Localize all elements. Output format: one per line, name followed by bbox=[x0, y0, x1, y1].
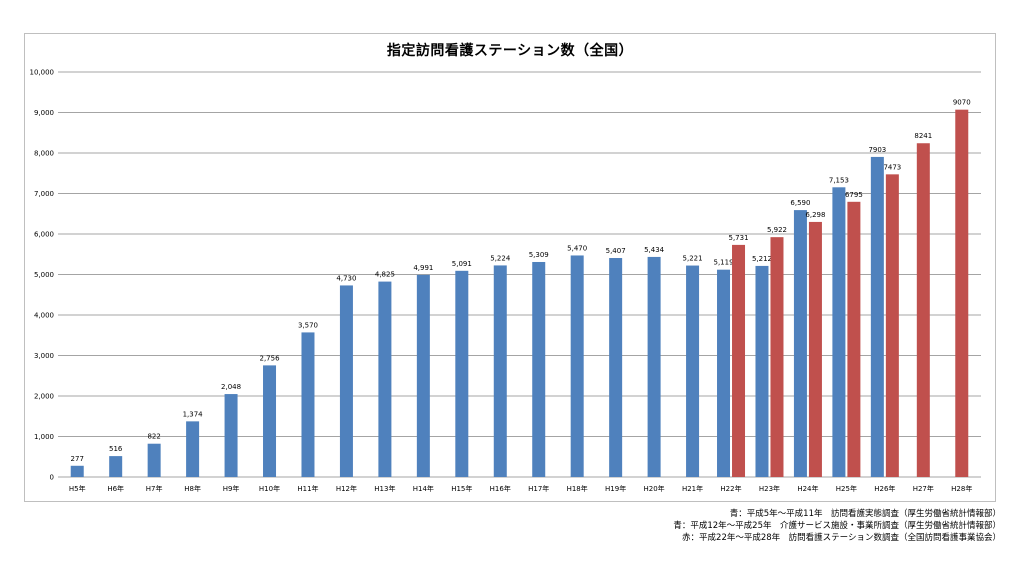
x-tick-label: H19年 bbox=[605, 484, 626, 493]
x-tick-label: H8年 bbox=[184, 484, 201, 493]
x-tick-label: H5年 bbox=[69, 484, 86, 493]
x-tick-label: H28年 bbox=[951, 484, 972, 493]
y-tick-label: 3,000 bbox=[34, 352, 54, 360]
data-label: 5,922 bbox=[767, 226, 787, 234]
data-label: 6795 bbox=[845, 191, 863, 199]
x-tick-label: H20年 bbox=[644, 484, 665, 493]
bar bbox=[532, 261, 546, 477]
bar bbox=[717, 269, 731, 477]
bar bbox=[885, 174, 899, 477]
data-label: 5,221 bbox=[683, 255, 703, 263]
bar bbox=[570, 255, 584, 477]
bar bbox=[455, 270, 469, 477]
x-tick-label: H25年 bbox=[836, 484, 857, 493]
bar bbox=[732, 244, 746, 477]
bar bbox=[378, 281, 392, 477]
bar bbox=[686, 265, 700, 477]
bar bbox=[147, 443, 161, 477]
x-tick-label: H6年 bbox=[107, 484, 124, 493]
bar bbox=[755, 265, 769, 477]
source-note-1: 青：平成5年～平成11年 訪問看護実態調査（厚生労働省統計情報部） bbox=[729, 509, 1001, 519]
y-tick-label: 0 bbox=[50, 474, 54, 482]
data-label: 5,119 bbox=[713, 259, 733, 267]
data-label: 6,590 bbox=[790, 199, 810, 207]
data-label: 3,570 bbox=[298, 321, 318, 329]
data-label: 2,048 bbox=[221, 383, 241, 391]
y-tick-label: 9,000 bbox=[34, 109, 54, 117]
data-label: 5,091 bbox=[452, 260, 472, 268]
x-tick-label: H22年 bbox=[720, 484, 741, 493]
data-label: 4,730 bbox=[336, 274, 356, 282]
bar bbox=[263, 365, 277, 477]
bar bbox=[916, 143, 930, 477]
source-note-2: 青：平成12年～平成25年 介護サービス施設・事業所調査（厚生労働省統計情報部） bbox=[673, 521, 1001, 531]
x-tick-label: H10年 bbox=[259, 484, 280, 493]
x-tick-label: H13年 bbox=[374, 484, 395, 493]
data-label: 4,991 bbox=[413, 264, 433, 272]
bar bbox=[870, 156, 884, 477]
data-label: 277 bbox=[71, 455, 84, 463]
x-tick-label: H27年 bbox=[913, 484, 934, 493]
data-label: 7473 bbox=[883, 163, 901, 171]
data-label: 516 bbox=[109, 445, 123, 453]
source-note-3: 赤：平成22年～平成28年 訪問看護ステーション数調査（全国訪問看護事業協会） bbox=[682, 533, 1001, 543]
bar bbox=[832, 187, 846, 477]
chart-title: 指定訪問看護ステーション数（全国） bbox=[386, 43, 634, 59]
data-label: 2,756 bbox=[259, 354, 280, 362]
bar bbox=[609, 258, 623, 477]
x-tick-label: H18年 bbox=[567, 484, 588, 493]
x-tick-label: H21年 bbox=[682, 484, 703, 493]
bar bbox=[770, 237, 784, 477]
data-label: 822 bbox=[147, 433, 160, 441]
data-label: 8241 bbox=[914, 132, 932, 140]
data-label: 7,153 bbox=[829, 176, 849, 184]
x-tick-label: H12年 bbox=[336, 484, 357, 493]
x-tick-label: H15年 bbox=[451, 484, 472, 493]
data-label: 5,212 bbox=[752, 255, 772, 263]
x-tick-label: H17年 bbox=[528, 484, 549, 493]
x-tick-label: H16年 bbox=[490, 484, 511, 493]
data-label: 5,470 bbox=[567, 244, 587, 252]
x-tick-label: H9年 bbox=[223, 484, 240, 493]
data-label: 5,731 bbox=[728, 234, 748, 242]
data-label: 9070 bbox=[953, 99, 971, 107]
bar bbox=[793, 210, 807, 478]
bar bbox=[955, 109, 969, 477]
y-tick-label: 6,000 bbox=[34, 231, 54, 239]
data-label: 5,309 bbox=[529, 251, 549, 259]
data-label: 5,434 bbox=[644, 246, 665, 254]
y-tick-label: 2,000 bbox=[34, 393, 54, 401]
y-tick-label: 4,000 bbox=[34, 312, 54, 320]
x-tick-label: H14年 bbox=[413, 484, 434, 493]
data-label: 5,407 bbox=[606, 247, 626, 255]
x-tick-label: H23年 bbox=[759, 484, 780, 493]
y-tick-label: 5,000 bbox=[34, 271, 54, 279]
bar bbox=[339, 285, 353, 477]
data-label: 7903 bbox=[868, 146, 886, 154]
bar bbox=[186, 421, 200, 477]
x-tick-label: H26年 bbox=[874, 484, 895, 493]
data-label: 1,374 bbox=[183, 410, 204, 418]
bar bbox=[808, 221, 822, 477]
bar bbox=[416, 274, 430, 477]
bar bbox=[70, 465, 84, 477]
data-label: 4,825 bbox=[375, 271, 395, 279]
x-tick-label: H7年 bbox=[146, 484, 163, 493]
bar bbox=[301, 332, 315, 477]
bar bbox=[647, 256, 661, 477]
bar bbox=[493, 265, 507, 477]
y-tick-label: 10,000 bbox=[30, 69, 55, 77]
y-tick-label: 8,000 bbox=[34, 150, 54, 158]
data-source-notes: 青：平成5年～平成11年 訪問看護実態調査（厚生労働省統計情報部） 青：平成12… bbox=[673, 508, 1001, 544]
bar bbox=[847, 201, 861, 478]
x-tick-label: H24年 bbox=[797, 484, 818, 493]
x-tick-label: H11年 bbox=[297, 484, 318, 493]
bar bbox=[224, 394, 238, 477]
data-label: 6,298 bbox=[805, 211, 825, 219]
y-tick-label: 1,000 bbox=[34, 433, 54, 441]
data-label: 5,224 bbox=[490, 254, 511, 262]
bar bbox=[109, 456, 123, 477]
y-tick-label: 7,000 bbox=[34, 190, 54, 198]
